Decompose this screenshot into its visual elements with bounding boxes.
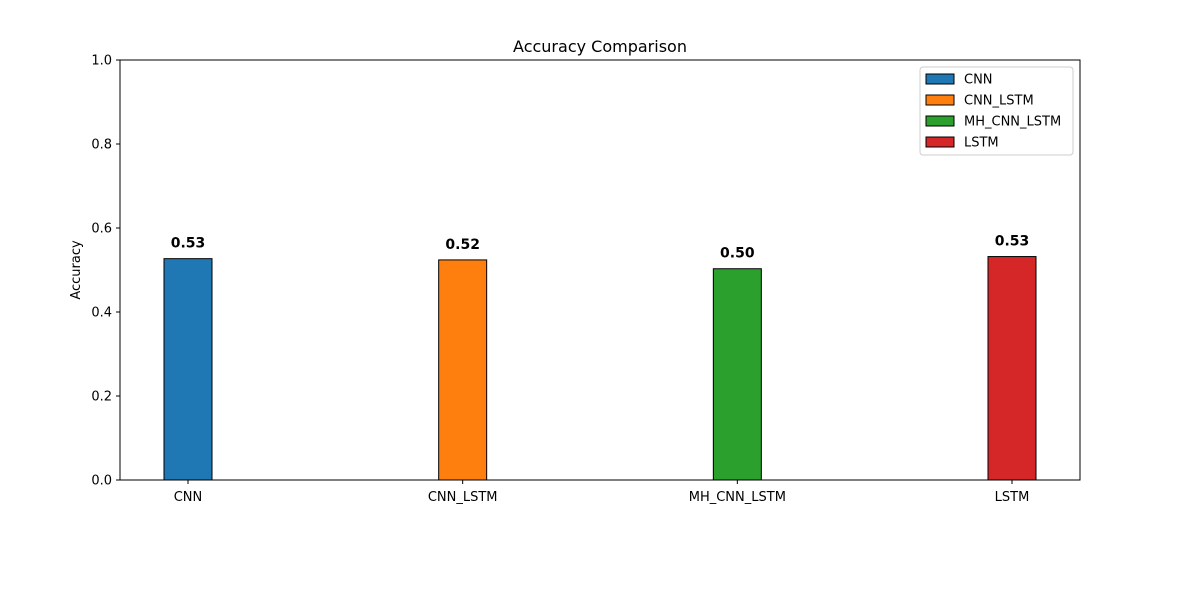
value-labels-group: 0.53 0.52 0.50 0.53 [171, 234, 1030, 262]
value-label: 0.53 [995, 234, 1030, 250]
legend-swatch [925, 94, 955, 106]
legend-swatch [925, 73, 955, 85]
bars-group [163, 256, 1037, 481]
y-axis-label: Accuracy [69, 240, 84, 300]
plot-area-frame [119, 59, 1081, 481]
legend-swatch [925, 136, 955, 148]
y-tick-label: 0.6 [91, 222, 112, 237]
legend-label: MH_CNN_LSTM [964, 115, 1061, 130]
bar-cnn-lstm [438, 259, 488, 481]
legend-entries: CNN CNN_LSTM MH_CNN_LSTM LSTM [925, 73, 1061, 151]
legend-frame [919, 66, 1074, 156]
legend-label: CNN_LSTM [964, 94, 1034, 109]
chart-title: Accuracy Comparison [513, 37, 687, 56]
legend-label: LSTM [964, 136, 999, 151]
legend-label: CNN [964, 73, 993, 88]
y-tick-label: 0.4 [91, 306, 112, 321]
x-tick-label: MH_CNN_LSTM [689, 490, 786, 505]
value-label: 0.53 [171, 236, 206, 252]
y-tick-label: 1.0 [91, 54, 112, 69]
x-axis-ticks: CNN CNN_LSTM MH_CNN_LSTM LSTM [174, 480, 1030, 505]
legend-swatch [925, 115, 955, 127]
value-label: 0.50 [720, 246, 755, 262]
y-axis-ticks: 0.0 0.2 0.4 0.6 0.8 1.0 [91, 54, 120, 489]
legend: CNN CNN_LSTM MH_CNN_LSTM LSTM [919, 66, 1074, 156]
value-label: 0.52 [445, 237, 480, 253]
y-tick-label: 0.8 [91, 138, 112, 153]
bar-mh-cnn-lstm [712, 268, 762, 481]
y-tick-label: 0.0 [91, 474, 112, 489]
bar-lstm [987, 256, 1037, 481]
x-tick-label: LSTM [995, 490, 1030, 505]
bar-cnn [163, 258, 213, 481]
y-tick-label: 0.2 [91, 390, 112, 405]
x-tick-label: CNN_LSTM [428, 490, 498, 505]
x-tick-label: CNN [174, 490, 203, 505]
